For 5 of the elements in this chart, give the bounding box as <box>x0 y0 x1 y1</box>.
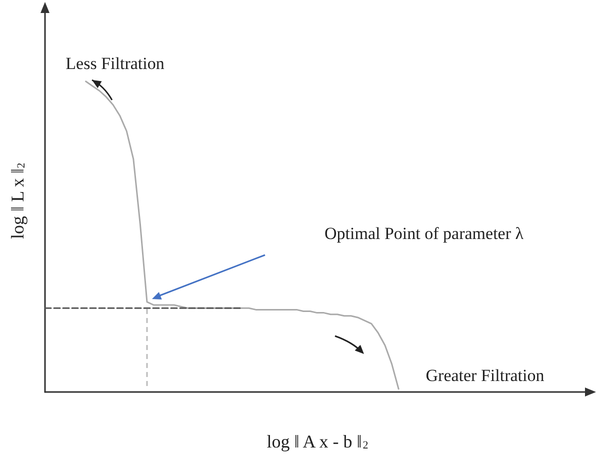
x-axis-title: log ‖ A x - b ‖2 <box>266 432 368 452</box>
text: Less Filtration <box>66 54 165 73</box>
annotation: Greater Filtration <box>426 366 545 385</box>
y-axis-title: log ‖ L x ‖2 <box>8 162 28 239</box>
annotation: Optimal Point of parameter λ <box>324 224 524 243</box>
